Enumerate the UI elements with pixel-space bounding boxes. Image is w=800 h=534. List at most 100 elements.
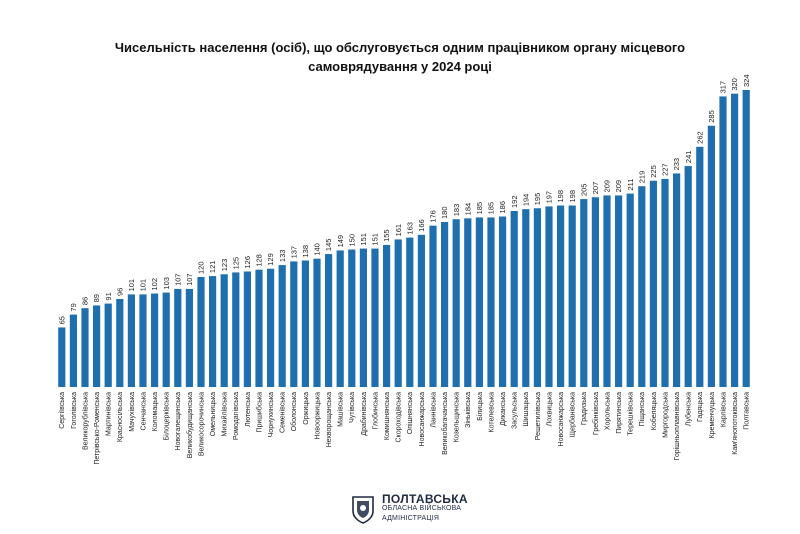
data-label: 262 [695, 131, 704, 144]
data-label: 145 [324, 239, 333, 252]
category-label: Великорублівська [81, 392, 89, 450]
category-label: Горішньоплавнівська [673, 392, 681, 461]
category-label: Новооржицька [314, 392, 321, 440]
category-label: Пришибська [255, 392, 263, 433]
data-label: 225 [649, 165, 658, 178]
data-label: 123 [220, 259, 229, 272]
data-label: 151 [359, 233, 368, 246]
bar [603, 195, 611, 387]
data-label: 209 [614, 180, 623, 193]
data-label: 176 [429, 210, 438, 223]
bar [220, 274, 228, 387]
bar [441, 222, 449, 387]
data-label: 155 [382, 229, 391, 242]
bar [429, 225, 437, 387]
bar [58, 327, 66, 387]
category-label: Пирятинська [616, 392, 623, 434]
category-label: Білицька [476, 392, 484, 421]
data-label: 121 [208, 261, 217, 274]
category-label: Кобеляцька [650, 392, 658, 430]
bar [568, 205, 576, 387]
bar [394, 239, 402, 387]
bar [151, 293, 159, 387]
bar [336, 250, 344, 387]
bar [731, 93, 739, 388]
category-label: Машівська [337, 392, 345, 427]
category-label: Лютенська [245, 392, 252, 427]
data-label: 102 [150, 278, 159, 291]
data-label: 138 [301, 245, 310, 258]
data-label: 184 [463, 203, 472, 216]
category-label: Хорольська [604, 392, 611, 430]
data-label: 180 [440, 206, 449, 219]
bar [290, 261, 298, 387]
bar [522, 209, 530, 387]
data-label: 320 [730, 78, 739, 91]
data-label: 186 [498, 201, 507, 214]
data-label: 101 [127, 279, 136, 292]
data-label: 103 [162, 277, 171, 290]
bar [487, 217, 495, 387]
category-label: Шишацька [523, 392, 530, 427]
category-label: Великосорочинська [198, 392, 205, 456]
category-label: Щербанівська [569, 392, 577, 438]
data-label: 161 [394, 224, 403, 237]
category-label: Полтавська [744, 392, 751, 430]
bar [417, 234, 425, 387]
data-label: 151 [371, 233, 380, 246]
category-label: Комишнянська [384, 392, 391, 440]
bar [104, 303, 112, 387]
data-label: 194 [521, 194, 530, 207]
data-label: 65 [57, 316, 66, 324]
bar [243, 271, 251, 387]
bar [719, 96, 727, 388]
data-label: 209 [603, 180, 612, 193]
bar [580, 199, 588, 387]
data-label: 192 [510, 195, 519, 208]
category-label: Петрівсько-Роменська [93, 392, 101, 465]
bar [348, 249, 356, 387]
bar [371, 248, 379, 387]
category-label: Коломацька [152, 392, 159, 431]
bar [127, 294, 135, 387]
bar [591, 197, 599, 387]
category-label: Мачухівська [128, 392, 136, 432]
bar [557, 205, 565, 387]
category-label: Кременчуцька [709, 392, 716, 438]
data-label: 185 [475, 202, 484, 215]
category-label: Гоголівська [70, 392, 78, 429]
category-label: Терешківська [627, 392, 635, 436]
category-label: Сергіївська [58, 392, 66, 429]
bar [69, 314, 77, 387]
data-label: 96 [115, 288, 124, 296]
category-label: Кам'янопотоківська [731, 392, 739, 455]
bar [359, 248, 367, 387]
data-label: 197 [545, 191, 554, 204]
category-label: Засульська [512, 392, 519, 429]
category-label: Гадяцька [697, 392, 704, 422]
bar [499, 216, 507, 387]
category-label: Котелевська [488, 392, 495, 433]
bar [615, 195, 623, 387]
data-label: 91 [104, 292, 113, 300]
category-label: Піщанська [638, 392, 646, 426]
bar [684, 166, 692, 387]
bar [696, 146, 704, 387]
bar [545, 206, 553, 387]
bar [139, 294, 147, 387]
bar [475, 217, 483, 387]
bar [406, 237, 414, 387]
data-label: 185 [487, 202, 496, 215]
bar [93, 305, 101, 387]
category-label: Новосанжарська [558, 392, 565, 447]
data-label: 89 [92, 294, 101, 302]
bar [278, 265, 286, 387]
bar [255, 269, 263, 387]
chart-title-line1: Чисельність населення (осіб), що обслуго… [114, 40, 686, 55]
data-label: 211 [626, 179, 635, 191]
data-label: 227 [661, 163, 670, 176]
logo: ПОЛТАВСЬКА ОБЛАСНА ВІЙСЬКОВА АДМІНІСТРАЦ… [350, 493, 468, 524]
category-label: Глобинська [371, 392, 379, 430]
bar [742, 90, 750, 387]
bar [452, 219, 460, 387]
